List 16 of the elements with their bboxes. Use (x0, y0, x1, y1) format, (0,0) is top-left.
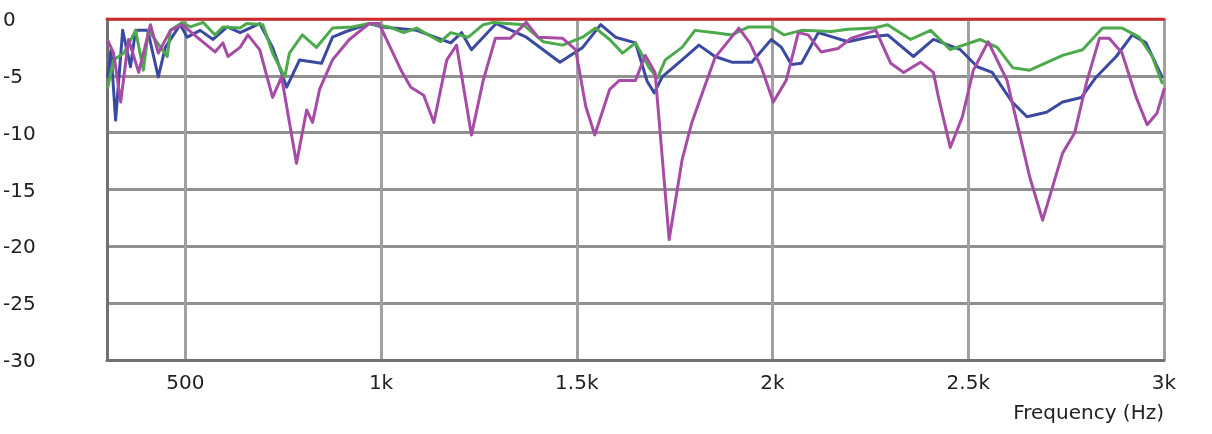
y-tick-label: 0 (3, 7, 16, 31)
y-tick-label: -5 (3, 63, 23, 88)
y-tick-label: -20 (3, 234, 36, 259)
y-tick-label: -10 (3, 120, 36, 145)
x-tick-label: 1.5k (555, 370, 599, 394)
x-tick-label: 2.5k (946, 370, 991, 394)
line-series (106, 20, 1166, 242)
x-tick-label: 1k (368, 370, 394, 394)
y-tick-label: -15 (3, 177, 36, 202)
x-tick-label: 2k (760, 370, 786, 394)
y-tick-label: -30 (3, 348, 36, 372)
line-series (106, 20, 1164, 89)
y-tick-label: -25 (3, 291, 36, 316)
x-axis-title: Frequency (Hz) (1013, 400, 1164, 424)
x-tick-label: 3k (1151, 370, 1177, 394)
x-tick-label: 500 (166, 370, 205, 394)
